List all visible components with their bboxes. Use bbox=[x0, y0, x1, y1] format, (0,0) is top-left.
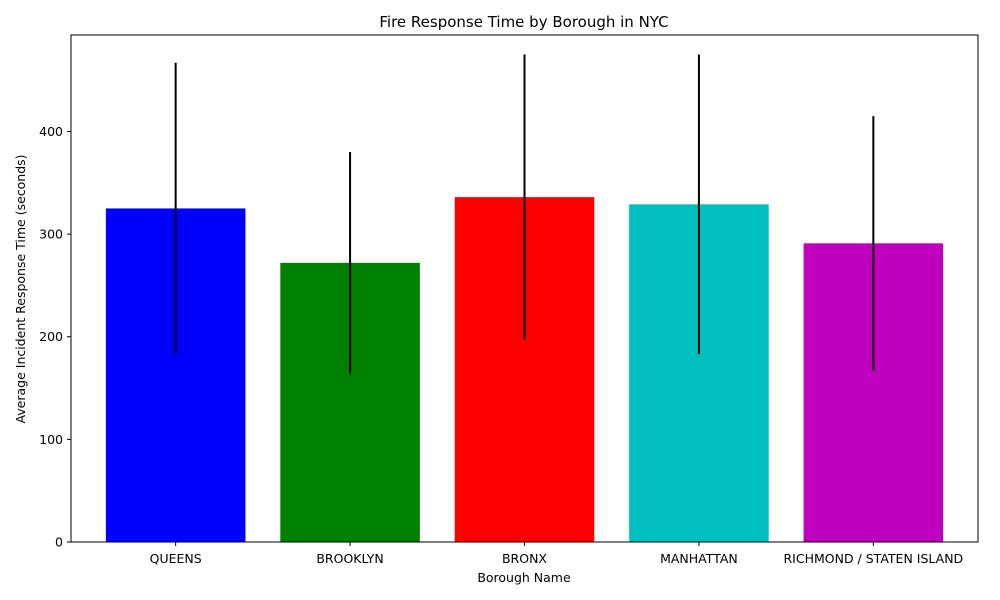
plot-area: QUEENS BROOKLYN BRONX MANHATTAN RICHMOND / S… bbox=[39, 54, 963, 566]
x-tick-label-2: BRONX bbox=[502, 551, 547, 566]
x-axis-label: Borough Name bbox=[477, 570, 571, 585]
y-tick-label-1: 100 bbox=[39, 432, 63, 447]
chart-title: Fire Response Time by Borough in NYC bbox=[379, 13, 668, 31]
y-axis-label: Average Incident Response Time (seconds) bbox=[13, 154, 28, 423]
y-tick-label-4: 400 bbox=[39, 124, 63, 139]
x-tick-label-0: QUEENS bbox=[150, 551, 202, 566]
x-tick-label-1: BROOKLYN bbox=[316, 551, 383, 566]
plot-frame bbox=[70, 34, 979, 543]
y-tick-label-2: 200 bbox=[39, 329, 63, 344]
y-tick-label-3: 300 bbox=[39, 227, 63, 242]
x-tick-label-3: MANHATTAN bbox=[660, 551, 738, 566]
y-tick-label-0: 0 bbox=[55, 535, 63, 550]
x-tick-label-4: RICHMOND / STATEN ISLAND bbox=[783, 551, 963, 566]
